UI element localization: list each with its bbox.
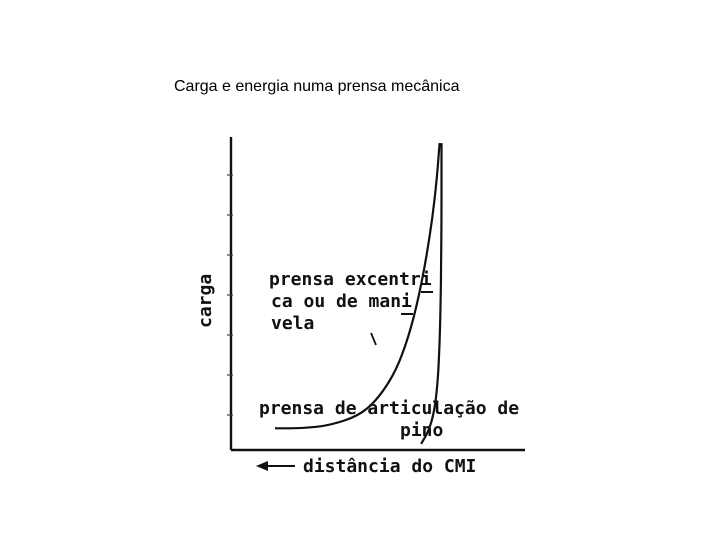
series-label-crank-press: prensa excentri ca ou de mani vela [269, 269, 442, 334]
slide-title: Carga e energia numa prensa mecânica [174, 78, 460, 95]
series-line-crank-press [275, 143, 441, 430]
x-axis-arrow [256, 461, 295, 471]
x-axis-label: distância do CMI [303, 456, 476, 477]
label-pointer [370, 332, 377, 346]
series-label-toggle-press: prensa de articulação de pino [259, 398, 530, 441]
series-line-toggle-press [420, 143, 443, 445]
y-axis-ticks [227, 174, 233, 416]
hyphen-marks [401, 291, 433, 315]
y-axis-label: carga [195, 274, 216, 328]
